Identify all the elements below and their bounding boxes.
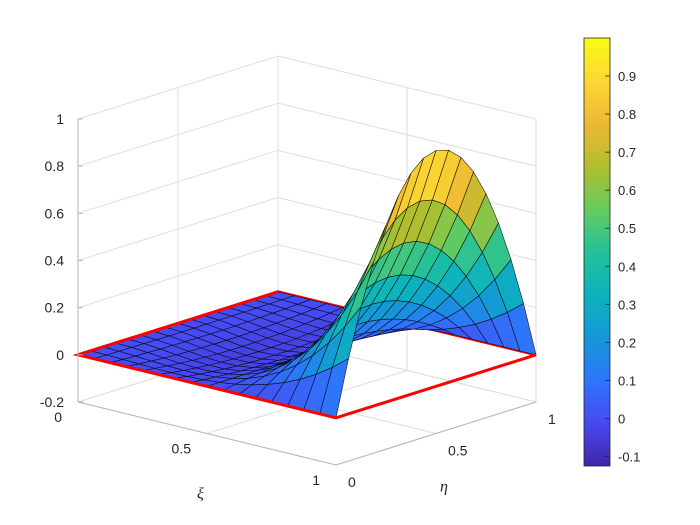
- boundary-outline-front: [72, 290, 537, 420]
- colorbar-tick-label: 0.8: [618, 107, 636, 122]
- y-axis-label: η: [440, 479, 448, 496]
- colorbar-tick-label: 0.3: [618, 297, 636, 312]
- x-axis-line: [77, 401, 337, 466]
- z-tick-label: 0.8: [45, 158, 65, 174]
- colorbar-tick-label: 0.1: [618, 373, 636, 388]
- colorbar-tick-label: 0.4: [618, 259, 636, 274]
- y-axis-line: [335, 401, 537, 466]
- colorbar-tick-label: 0.9: [618, 69, 636, 84]
- z-tick-label: 0.4: [45, 253, 65, 269]
- z-tick-label: 0.6: [45, 205, 65, 221]
- y-tick-label: 0.5: [448, 443, 468, 459]
- colorbar-tick-label: 0: [618, 411, 625, 426]
- x-tick-label: 0: [54, 409, 62, 425]
- z-gridline: [77, 102, 537, 167]
- colorbar-tick-label: 0.7: [618, 145, 636, 160]
- outline-edge-front: [72, 290, 537, 420]
- z-tick-label: 0: [56, 347, 64, 363]
- z-gridline: [77, 55, 537, 120]
- surface-mesh: [76, 149, 537, 419]
- z-tick-label: -0.2: [40, 394, 64, 410]
- axis-labels: ξ η: [197, 479, 448, 503]
- x-tick-label: 1: [312, 472, 320, 488]
- colorbar: -0.1 0 0.1 0.2 0.3 0.4 0.5 0.6 0.7 0.8 0.9: [583, 37, 640, 467]
- z-tick-label: 1: [56, 111, 64, 127]
- y-tick-label: 1: [548, 411, 556, 427]
- x-tick-label: 0.5: [172, 441, 192, 457]
- colorbar-tick-label: 0.2: [618, 335, 636, 350]
- x-axis-label: ξ: [197, 486, 204, 503]
- z-tick-label: 0.2: [45, 300, 65, 316]
- colorbar-tick-label: 0.5: [618, 221, 636, 236]
- colorbar-tick-label: -0.1: [618, 449, 640, 464]
- colorbar-tick-label: 0.6: [618, 183, 636, 198]
- colorbar-gradient: [583, 37, 611, 467]
- y-tick-label: 0: [348, 474, 356, 490]
